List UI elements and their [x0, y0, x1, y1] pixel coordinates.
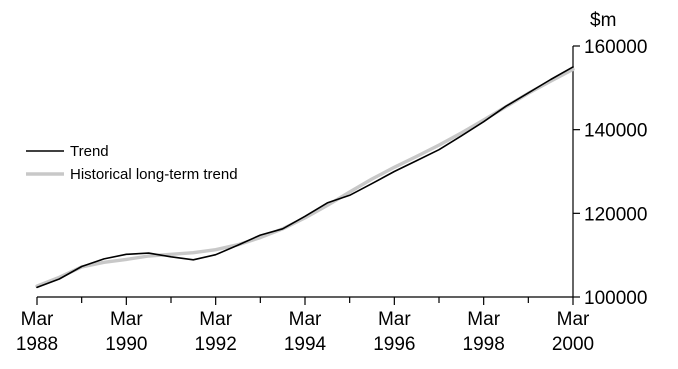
x-tick-label-year: 1988 — [16, 334, 58, 355]
x-tick-label-month: Mar — [21, 309, 54, 330]
legend-item-historical-long-term-trend-label: Historical long-term trend — [70, 166, 238, 183]
x-tick-label-year: 1996 — [373, 334, 415, 355]
axes: Mar 1988 Mar 1990 Mar 1992 Mar 1994 Mar 1996 Mar 19… — [16, 37, 648, 355]
x-tick-label-month: Mar — [199, 309, 232, 330]
y-tick-label: 100000 — [584, 288, 647, 309]
series-lines — [35, 66, 575, 289]
x-tick-label-month: Mar — [289, 309, 322, 330]
x-tick-label-year: 2000 — [552, 334, 594, 355]
x-tick-label-month: Mar — [378, 309, 411, 330]
x-tick-label-year: 1994 — [284, 334, 327, 355]
y-tick-label: 120000 — [584, 204, 647, 225]
y-axis-unit-label: $m — [590, 10, 616, 31]
x-tick-label-month: Mar — [110, 309, 143, 330]
x-tick-label-year: 1992 — [195, 334, 237, 355]
x-tick-label-year: 1998 — [463, 334, 505, 355]
x-tick-label-month: Mar — [467, 309, 500, 330]
legend-item-trend-label: Trend — [70, 143, 109, 160]
series-line-trend — [36, 66, 574, 289]
y-tick-label: 140000 — [584, 121, 647, 142]
legend: Trend Historical long-term trend — [26, 143, 238, 183]
series-line-historical-long-term-trend — [35, 67, 575, 288]
x-tick-label-month: Mar — [557, 309, 590, 330]
y-tick-label: 160000 — [584, 37, 647, 58]
x-tick-label-year: 1990 — [105, 334, 147, 355]
